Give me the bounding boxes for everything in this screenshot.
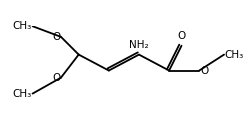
Text: CH₃: CH₃ [225, 50, 244, 60]
Text: O: O [52, 32, 60, 42]
Text: O: O [200, 66, 208, 76]
Text: O: O [52, 73, 60, 83]
Text: NH₂: NH₂ [129, 40, 149, 50]
Text: CH₃: CH₃ [13, 89, 32, 99]
Text: O: O [178, 31, 186, 41]
Text: CH₃: CH₃ [13, 21, 32, 31]
